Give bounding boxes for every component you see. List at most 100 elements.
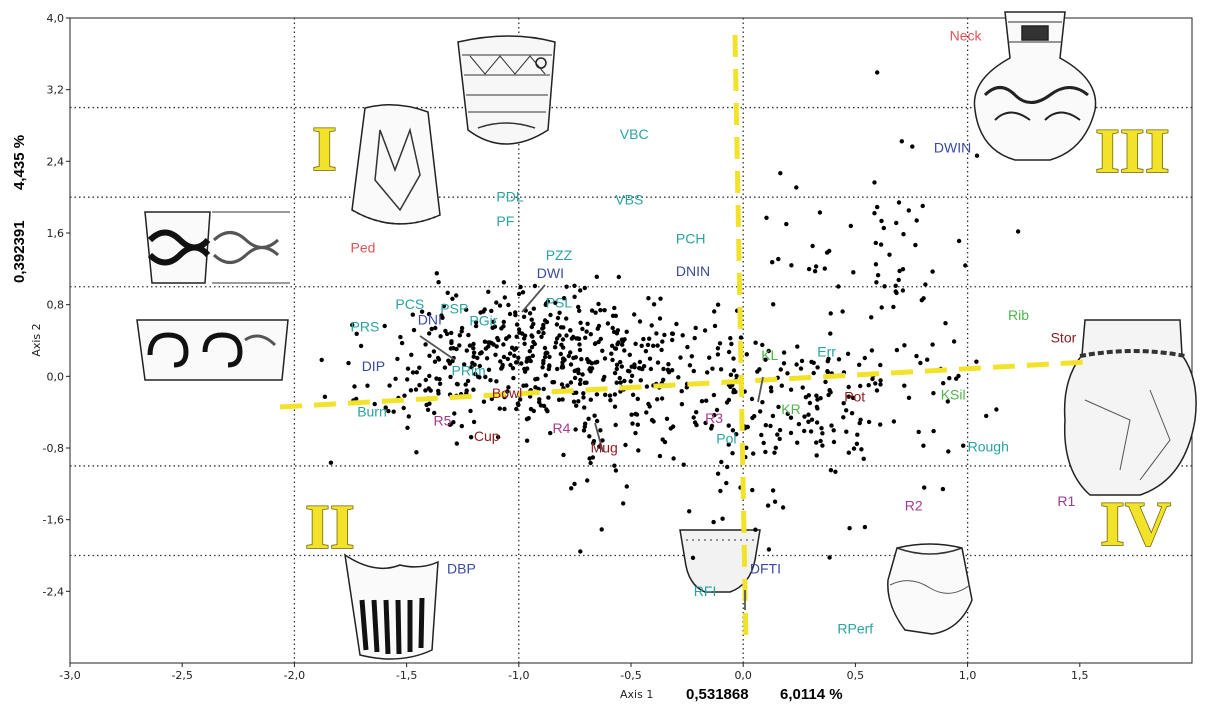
data-point (435, 355, 441, 361)
data-point (595, 359, 600, 365)
data-point (614, 380, 619, 385)
data-point (881, 225, 886, 231)
data-point (586, 416, 591, 421)
data-point (861, 456, 866, 461)
category-label: R3 (705, 410, 723, 426)
data-point (437, 377, 442, 382)
data-point (548, 312, 553, 318)
data-point (764, 215, 769, 220)
data-point (507, 351, 513, 356)
data-point (546, 366, 551, 372)
data-point (542, 354, 548, 360)
data-point (879, 305, 884, 310)
data-point (483, 374, 488, 380)
data-point (773, 445, 778, 450)
data-point (513, 312, 518, 318)
y-axis-title: Axis 2 (30, 323, 43, 356)
x-axis-title: Axis 1 (620, 688, 653, 701)
category-label: PGir (469, 312, 497, 328)
data-point (632, 312, 637, 317)
data-point (553, 340, 559, 345)
data-point (693, 325, 698, 331)
data-point (578, 288, 583, 293)
data-point (647, 356, 653, 361)
data-point (532, 283, 538, 289)
data-point (469, 365, 474, 370)
data-point (564, 333, 569, 338)
data-point (580, 372, 585, 377)
data-point (596, 339, 601, 345)
data-point (541, 322, 546, 328)
data-point (602, 308, 607, 313)
data-point (571, 355, 576, 361)
data-point (940, 486, 946, 492)
data-point (645, 342, 651, 348)
data-point (641, 364, 647, 369)
data-point (788, 387, 794, 392)
data-point (819, 426, 824, 431)
data-point (548, 430, 553, 436)
data-point (541, 386, 546, 392)
data-point (882, 284, 887, 289)
data-point (751, 451, 756, 456)
data-point (566, 353, 571, 359)
data-point (685, 344, 690, 350)
data-point (862, 355, 867, 361)
category-labels: Neck VBC DWIN PDL VBS PF PCH Ped PZZ DWI DNIN PCS PS… (351, 27, 1077, 636)
data-point (486, 367, 492, 372)
data-point (718, 488, 723, 494)
data-point (785, 371, 790, 376)
data-point (522, 366, 527, 372)
data-point (556, 397, 562, 402)
data-point (809, 417, 815, 422)
data-point (681, 462, 686, 467)
data-point (891, 304, 896, 310)
data-point (770, 488, 776, 493)
data-point (518, 397, 523, 402)
data-point (806, 393, 811, 398)
data-point (582, 380, 587, 385)
data-point (806, 419, 811, 424)
data-point (445, 290, 450, 295)
data-point (855, 432, 860, 437)
data-point (529, 333, 534, 338)
data-point (897, 268, 902, 274)
category-label: PCS (395, 296, 424, 312)
data-point (449, 339, 454, 344)
category-label: R5 (434, 413, 452, 429)
data-point (508, 362, 513, 368)
data-point (471, 387, 476, 392)
data-point (591, 439, 597, 444)
data-point (475, 355, 480, 361)
neck-amphora-drawing (973, 11, 1097, 161)
data-point (822, 266, 827, 271)
data-point (734, 432, 739, 437)
data-point (704, 398, 709, 403)
data-point (846, 394, 851, 399)
spiral-band-lower-drawing (136, 319, 289, 381)
data-point (322, 394, 328, 399)
trend-line-horizontal (279, 359, 1089, 410)
data-point (391, 409, 396, 414)
data-point (462, 362, 467, 367)
data-point (930, 342, 935, 347)
data-point (647, 404, 652, 409)
category-label: RPerf (837, 620, 873, 636)
data-point (731, 356, 736, 361)
data-point (963, 263, 968, 268)
x-tick-label: -2,5 (171, 669, 192, 682)
data-point (894, 347, 900, 353)
data-point (647, 336, 652, 341)
data-point (814, 453, 819, 458)
data-point (319, 357, 324, 363)
data-point (694, 422, 699, 428)
x-eigenvalue: 0,531868 (686, 686, 749, 703)
data-point (476, 374, 481, 379)
data-point (501, 324, 506, 329)
data-point (678, 355, 683, 360)
data-point (919, 298, 924, 303)
data-point (541, 403, 547, 409)
data-point (878, 242, 884, 247)
data-point (506, 385, 511, 390)
data-point (588, 397, 593, 402)
